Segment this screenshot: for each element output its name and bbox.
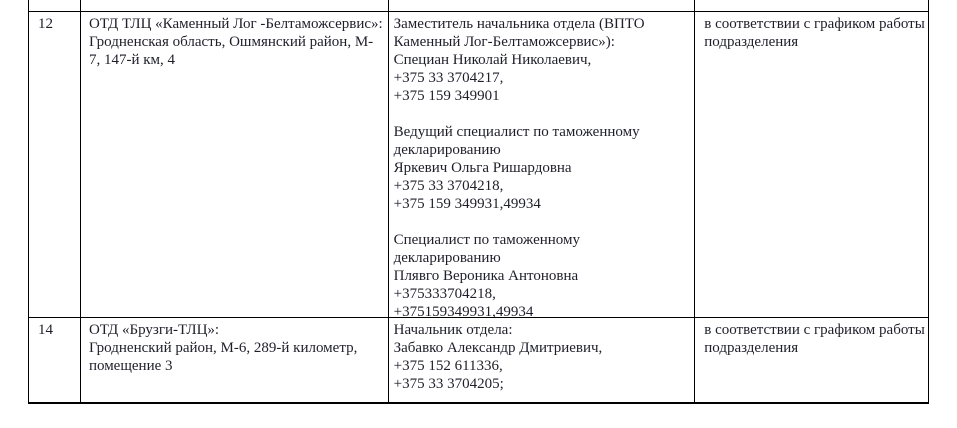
table-row-12: 12 ОТД ТЛЦ «Каменный Лог -Белтаможсервис…: [29, 12, 929, 318]
table-row-14: 14 ОТД «Брузги-ТЛЦ»: Гродненский район, …: [29, 318, 929, 404]
contacts-cell: Заместитель начальника отдела (ВПТО Каме…: [389, 12, 696, 317]
schedule-cell: в соответствии с графиком работы подразд…: [695, 12, 929, 317]
schedule-cell: в соответствии с графиком работы подразд…: [695, 318, 929, 402]
location-cell: ОТД «Брузги-ТЛЦ»: Гродненский район, М-6…: [81, 318, 389, 402]
schedule-cell: [695, 0, 929, 11]
location-cell: ОТД ТЛЦ «Каменный Лог -Белтаможсервис»: …: [81, 12, 389, 317]
row-number-cell: 14: [29, 318, 81, 402]
table-row-partial: [29, 0, 929, 12]
row-number-cell: [29, 0, 81, 11]
row-number-cell: 12: [29, 12, 81, 317]
contacts-cell: [389, 0, 696, 11]
contacts-directory-table: 12 ОТД ТЛЦ «Каменный Лог -Белтаможсервис…: [28, 0, 929, 404]
contacts-cell: Начальник отдела: Забавко Александр Дмит…: [389, 318, 696, 402]
location-cell: [81, 0, 389, 11]
